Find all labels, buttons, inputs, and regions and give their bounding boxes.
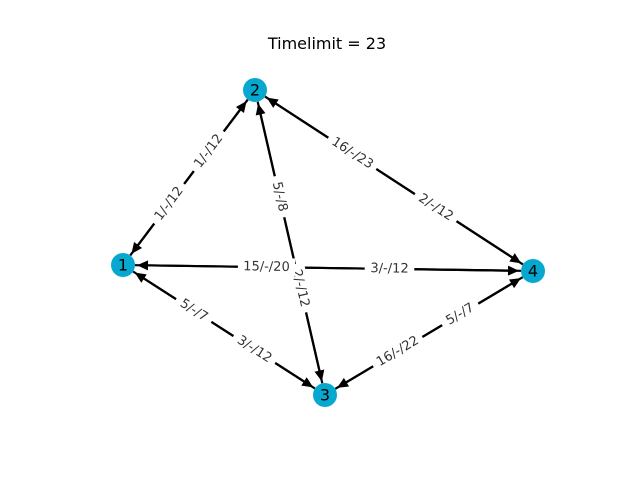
edge-label-group-4-2: 16/-/23 [323,130,382,177]
edge-label-bg-3-4 [437,295,483,333]
edge-label-group-2-4: 2/-/12 [410,186,462,229]
edge-label-group-1-3: 3/-/12 [228,328,281,371]
edge-1-4 [134,264,520,276]
edge-line-1-4 [134,264,512,272]
edge-label-bg-2-4 [410,186,462,229]
edges-layer [129,95,524,390]
edge-label-group-3-4: 5/-/7 [437,295,483,333]
node-label-2: 2 [250,81,260,100]
edge-label-bg-3-1 [171,291,217,330]
arrowhead-1-2 [235,101,247,113]
node-4: 4 [521,259,545,283]
node-label-1: 1 [118,256,128,275]
edge-line-2-3 [256,101,322,374]
edge-label-group-4-3: 16/-/22 [368,329,427,374]
edge-label-bg-4-2 [323,130,382,177]
edge-label-group-3-2: 5/-/8 [266,174,293,220]
edge-line-1-2 [129,106,243,257]
nodes-layer: 1 2 3 4 [111,78,545,407]
edge-label-bg-4-1 [237,257,296,277]
edge-label-3-2: 5/-/8 [269,180,290,213]
edge-line-1-3 [132,270,308,385]
edge-label-bg-1-3 [228,328,281,371]
edge-1-2 [129,101,247,257]
arrowhead-2-3 [314,369,325,382]
edge-2-4 [264,95,522,264]
edge-label-group-1-4: 3/-/12 [364,259,415,279]
node-circle-2 [243,78,267,102]
edge-label-bg-4-3 [368,329,427,374]
edge-label-bg-1-4 [364,259,415,279]
arrowhead-1-3 [301,377,314,388]
diagram-title: Timelimit = 23 [267,34,386,53]
edge-label-bg-1-2 [186,126,231,177]
edge-label-group-1-2: 1/-/12 [186,126,231,177]
node-label-4: 4 [528,262,538,281]
edge-label-group-3-1: 5/-/7 [171,291,217,330]
edge-label-group-4-1: 15/-/20 [237,257,296,277]
node-circle-1 [111,253,135,277]
edge-line-2-4 [264,95,516,260]
edge-line-3-4 [334,281,515,390]
node-label-3: 3 [320,386,330,405]
arrowhead-1-4 [507,265,520,276]
arrowhead-3-4 [508,278,521,289]
edge-labels-layer: 1/-/121/-/12 16/-/232/-/125/-/82/-/1215/-… [147,126,483,374]
edge-1-3 [132,270,314,388]
edge-label-4-2: 16/-/23 [329,134,376,172]
edge-label-bg-3-2 [266,174,293,220]
node-2: 2 [243,78,267,102]
node-1: 1 [111,253,135,277]
edge-label-group-2-1: 1/-/12 [147,178,192,229]
edge-label-4-1: 15/-/20 [243,259,290,275]
arrowhead-2-4 [509,253,522,264]
node-3: 3 [313,383,337,407]
node-circle-4 [521,259,545,283]
node-circle-3 [313,383,337,407]
edge-3-4 [334,278,521,390]
edge-label-1-4: 3/-/12 [370,261,408,277]
edge-label-bg-2-1 [147,178,192,229]
edge-2-3 [256,101,325,382]
